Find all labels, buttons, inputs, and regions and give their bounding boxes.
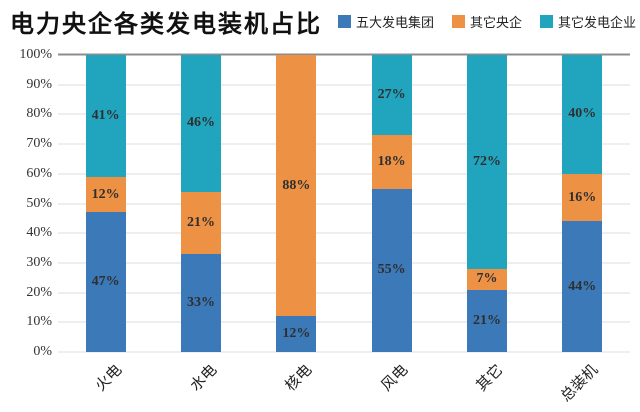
gridline bbox=[58, 113, 630, 115]
bar-column: 44% 16% 40% bbox=[535, 55, 630, 352]
x-axis: 火电 水电 核电 风电 其它 总装机 bbox=[58, 352, 630, 412]
data-label: 40% bbox=[568, 106, 597, 122]
y-tick-label: 70% bbox=[26, 136, 52, 152]
x-axis-label: 其它 bbox=[473, 361, 507, 395]
legend-item: 其它发电企业 bbox=[540, 12, 636, 31]
data-label: 12% bbox=[282, 326, 311, 342]
gridline bbox=[58, 292, 630, 294]
bar-segment: 46% bbox=[180, 55, 221, 192]
legend-item: 其它央企 bbox=[452, 12, 522, 31]
bar-segment: 27% bbox=[371, 55, 412, 136]
gridline bbox=[58, 321, 630, 323]
data-label: 33% bbox=[186, 295, 215, 310]
bar-column: 12% 88% bbox=[249, 55, 344, 352]
bar-segment: 7% bbox=[466, 268, 507, 290]
bar-segment: 18% bbox=[371, 135, 412, 189]
gridline bbox=[58, 351, 630, 353]
bar-stack: 12% 88% bbox=[276, 55, 317, 352]
bar-segment: 41% bbox=[85, 55, 126, 177]
y-tick-label: 60% bbox=[26, 165, 52, 181]
x-axis-label: 核电 bbox=[282, 361, 316, 395]
data-label: 12% bbox=[91, 186, 120, 202]
bar-segment: 16% bbox=[562, 173, 603, 222]
gridline bbox=[58, 84, 630, 86]
y-tick-label: 20% bbox=[26, 284, 52, 300]
bar-segment: 33% bbox=[180, 254, 221, 352]
x-axis-label: 风电 bbox=[377, 361, 411, 395]
legend: 五大发电集团 其它央企 其它发电企业 bbox=[338, 12, 636, 31]
x-axis-cell: 总装机 bbox=[535, 352, 630, 412]
data-label: 47% bbox=[91, 274, 120, 290]
y-tick-label: 30% bbox=[26, 254, 52, 270]
chart-title: 电力央企各类发电装机占比 bbox=[10, 11, 322, 38]
bar-segment: 44% bbox=[562, 221, 603, 352]
data-label: 18% bbox=[377, 153, 406, 169]
gridline bbox=[58, 262, 630, 264]
bar-segment: 55% bbox=[371, 188, 412, 352]
y-tick-label: 50% bbox=[26, 195, 52, 211]
bar-stack: 47% 12% 41% bbox=[85, 55, 126, 352]
gridline bbox=[58, 232, 630, 234]
bar-stack: 33% 21% 46% bbox=[180, 55, 221, 352]
y-axis: 0% 10% 20% 30% 40% 50% 60% 70% 80% 90% 100% bbox=[0, 48, 52, 359]
gridline-top bbox=[58, 53, 630, 56]
data-label: 72% bbox=[472, 153, 501, 169]
data-label: 7% bbox=[476, 271, 498, 287]
x-axis-cell: 火电 bbox=[58, 352, 153, 412]
bar-stack: 44% 16% 40% bbox=[562, 55, 603, 352]
bar-stack: 55% 18% 27% bbox=[371, 55, 412, 352]
bar-segment: 12% bbox=[85, 176, 126, 213]
x-axis-cell: 核电 bbox=[249, 352, 344, 412]
data-label: 21% bbox=[186, 214, 215, 230]
y-tick-label: 0% bbox=[33, 344, 52, 359]
bars: 47% 12% 41% 33% 21% 46% 12% 88% 55% 18% 27% 21% 7% 72… bbox=[58, 55, 630, 352]
x-axis-cell: 风电 bbox=[344, 352, 439, 412]
data-label: 55% bbox=[377, 262, 406, 278]
data-label: 16% bbox=[568, 189, 597, 205]
x-axis-cell: 其它 bbox=[439, 352, 534, 412]
y-tick-label: 90% bbox=[26, 76, 52, 92]
bar-column: 33% 21% 46% bbox=[153, 55, 248, 352]
bar-segment: 47% bbox=[85, 212, 126, 352]
plot-area: 47% 12% 41% 33% 21% 46% 12% 88% 55% 18% 27% 21% 7% 72… bbox=[58, 53, 630, 353]
data-label: 44% bbox=[568, 278, 597, 294]
y-tick-label: 80% bbox=[26, 106, 52, 122]
data-label: 27% bbox=[377, 87, 406, 103]
data-label: 41% bbox=[91, 107, 120, 123]
legend-label: 其它发电企业 bbox=[558, 15, 637, 30]
bar-column: 55% 18% 27% bbox=[344, 55, 439, 352]
gridline bbox=[58, 203, 630, 204]
gridline bbox=[58, 143, 630, 145]
bar-segment: 72% bbox=[466, 55, 507, 269]
legend-label: 其它央企 bbox=[470, 15, 523, 30]
y-tick-label: 100% bbox=[19, 47, 52, 62]
bar-column: 21% 7% 72% bbox=[439, 55, 534, 352]
legend-item: 五大发电集团 bbox=[338, 12, 434, 31]
y-tick-label: 10% bbox=[26, 314, 52, 330]
legend-label: 五大发电集团 bbox=[356, 15, 435, 30]
data-label: 46% bbox=[186, 115, 215, 131]
data-label: 21% bbox=[472, 312, 501, 328]
gridline bbox=[58, 173, 630, 175]
legend-swatch-icon bbox=[338, 15, 351, 28]
bar-stack: 21% 7% 72% bbox=[466, 55, 507, 352]
bar-segment: 12% bbox=[276, 316, 317, 352]
bar-segment: 40% bbox=[562, 55, 603, 174]
bar-segment: 21% bbox=[180, 191, 221, 254]
legend-swatch-icon bbox=[540, 15, 554, 28]
x-axis-label: 火电 bbox=[91, 361, 125, 395]
x-axis-label: 总装机 bbox=[557, 361, 602, 406]
bar-segment: 88% bbox=[276, 55, 317, 317]
bar-column: 47% 12% 41% bbox=[58, 55, 153, 352]
legend-swatch-icon bbox=[452, 15, 466, 28]
x-axis-label: 水电 bbox=[187, 361, 221, 395]
x-axis-cell: 水电 bbox=[153, 352, 248, 412]
data-label: 88% bbox=[282, 177, 311, 193]
bar-segment: 21% bbox=[466, 289, 507, 352]
y-tick-label: 40% bbox=[26, 225, 52, 241]
